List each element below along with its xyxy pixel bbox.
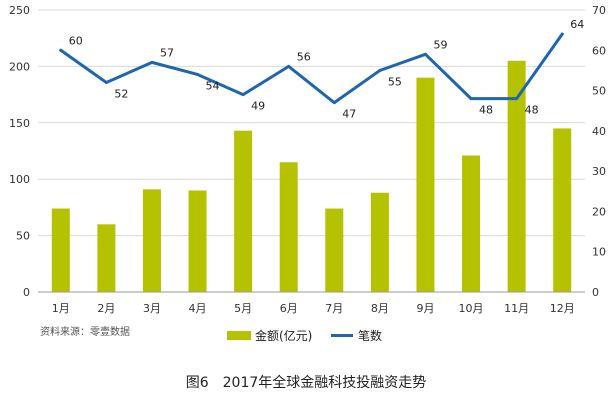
line-point xyxy=(378,68,382,72)
line-point-label: 49 xyxy=(251,100,265,113)
x-tick-label: 2月 xyxy=(97,302,115,315)
bar xyxy=(234,130,253,292)
left-tick-label: 250 xyxy=(9,4,30,17)
line-point xyxy=(515,97,519,101)
left-tick-label: 100 xyxy=(9,173,30,186)
bar xyxy=(325,208,344,292)
x-tick-label: 6月 xyxy=(280,302,298,315)
x-tick-label: 11月 xyxy=(504,302,529,315)
bar xyxy=(51,208,70,292)
bar xyxy=(370,192,389,292)
x-tick-label: 8月 xyxy=(371,302,389,315)
line-point xyxy=(423,52,427,56)
line-point xyxy=(196,72,200,76)
x-tick-label: 9月 xyxy=(416,302,434,315)
bar xyxy=(279,162,298,292)
bar xyxy=(142,189,161,292)
line-point-label: 47 xyxy=(342,108,356,121)
right-tick-label: 10 xyxy=(592,246,606,259)
figure-caption: 图6 2017年全球金融科技投融资走势 xyxy=(185,375,427,391)
right-tick-label: 0 xyxy=(592,286,599,299)
line-point xyxy=(287,64,291,68)
x-tick-label: 3月 xyxy=(143,302,161,315)
source-note: 资料来源：零壹数据 xyxy=(40,325,130,338)
left-axis-ticks: 0 50 100 150 200 250 xyxy=(9,4,30,299)
bar xyxy=(416,77,435,293)
gridlines xyxy=(38,9,585,237)
line-point-label: 59 xyxy=(433,38,447,51)
bar xyxy=(507,60,526,293)
x-tick-label: 10月 xyxy=(459,302,484,315)
line-point xyxy=(560,32,564,36)
legend-bar-label: 金额(亿元) xyxy=(255,328,312,343)
line-point xyxy=(104,81,108,85)
line-point-label: 48 xyxy=(479,104,493,117)
x-axis-ticks: 1月 2月 3月 4月 5月 6月 7月 8月 9月 10月 11月 12月 xyxy=(52,302,575,315)
line-point xyxy=(150,60,154,64)
bars-amount xyxy=(51,60,572,293)
line-point-label: 57 xyxy=(160,46,174,59)
right-tick-label: 40 xyxy=(592,125,606,138)
right-tick-label: 50 xyxy=(592,85,606,98)
line-point xyxy=(59,48,63,52)
line-point-label: 56 xyxy=(297,50,311,63)
legend-line-label: 笔数 xyxy=(358,328,382,343)
legend-bar-swatch xyxy=(227,331,251,340)
line-series-count xyxy=(59,32,564,105)
bar xyxy=(462,155,481,292)
line-point-label: 64 xyxy=(570,18,584,31)
x-tick-label: 4月 xyxy=(189,302,207,315)
line-point-label: 52 xyxy=(114,88,128,101)
chart: 0 50 100 150 200 250 0 10 20 30 40 50 60 70 1月 2月 3月 4月… xyxy=(9,4,606,343)
right-tick-label: 20 xyxy=(592,205,606,218)
left-tick-label: 200 xyxy=(9,60,30,73)
line-point-label: 55 xyxy=(388,75,402,88)
line-point xyxy=(332,101,336,105)
bar xyxy=(553,128,572,292)
line-point xyxy=(241,93,245,97)
line-point-label: 54 xyxy=(206,79,220,92)
x-tick-label: 1月 xyxy=(52,302,70,315)
right-tick-label: 60 xyxy=(592,44,606,57)
right-tick-label: 30 xyxy=(592,165,606,178)
legend: 金额(亿元) 笔数 xyxy=(227,328,382,343)
line-point-labels: 60 52 57 54 49 56 47 55 59 48 48 64 xyxy=(69,18,584,120)
right-tick-label: 70 xyxy=(592,4,606,17)
line-point-label: 60 xyxy=(69,34,83,47)
left-tick-label: 50 xyxy=(16,230,30,243)
line-count xyxy=(59,32,564,105)
left-tick-label: 150 xyxy=(9,117,30,130)
line-point xyxy=(469,97,473,101)
x-tick-label: 5月 xyxy=(234,302,252,315)
bar xyxy=(188,190,207,292)
left-tick-label: 0 xyxy=(23,286,30,299)
right-axis-ticks: 0 10 20 30 40 50 60 70 xyxy=(592,4,606,299)
x-tick-label: 12月 xyxy=(550,302,575,315)
x-tick-label: 7月 xyxy=(325,302,343,315)
bar xyxy=(97,224,116,292)
line-point-label: 48 xyxy=(525,104,539,117)
